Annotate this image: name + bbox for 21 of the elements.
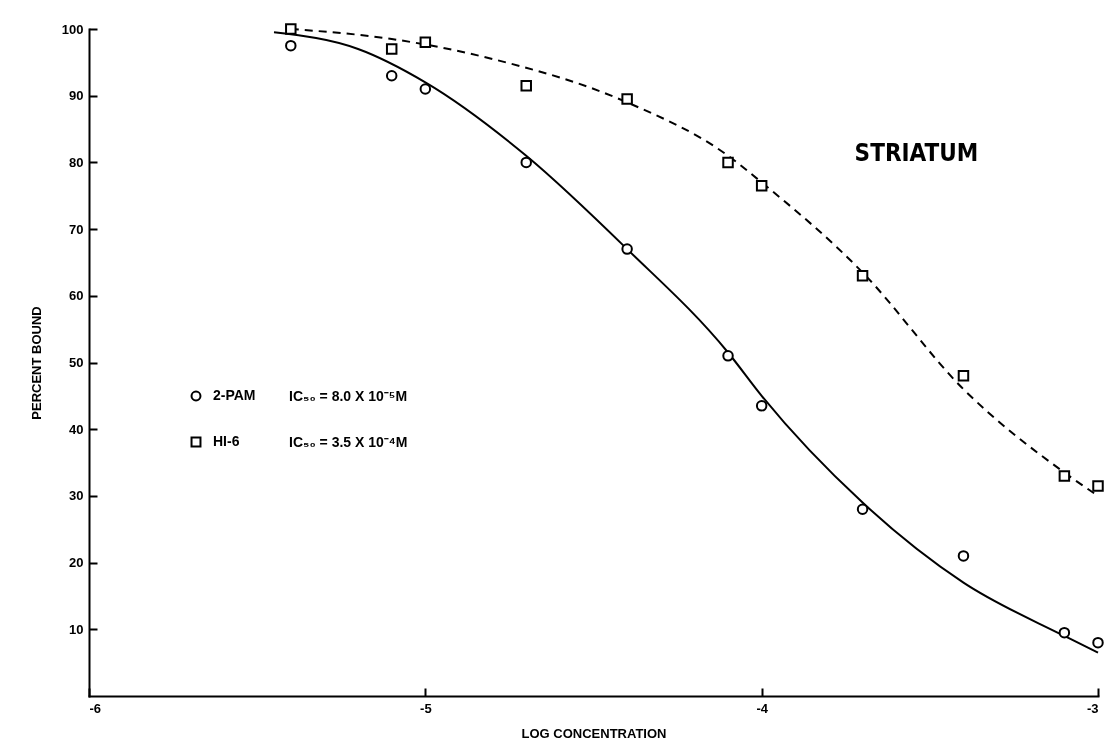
- y-tick-label: 10: [69, 621, 84, 637]
- x-tick-label: -3: [1086, 700, 1099, 716]
- x-tick-label: -5: [420, 700, 432, 716]
- annotation: IC₅₀ = 3.5 X 10⁻⁴M: [289, 434, 408, 450]
- annotation: STRIATUM: [854, 139, 979, 167]
- y-tick-label: 30: [69, 488, 84, 504]
- y-tick-label: 60: [69, 288, 84, 304]
- x-tick-label: -4: [756, 700, 769, 716]
- legend-label: HI-6: [213, 433, 240, 449]
- x-axis-title: LOG CONCENTRATION: [521, 725, 667, 741]
- annotation: IC₅₀ = 8.0 X 10⁻⁵M: [289, 388, 408, 404]
- y-tick-label: 80: [69, 154, 84, 170]
- y-tick-label: 70: [69, 221, 84, 237]
- y-tick-label: 20: [69, 555, 84, 571]
- y-tick-label: 100: [61, 21, 84, 37]
- legend-label: 2-PAM: [213, 387, 256, 403]
- y-tick-label: 50: [69, 355, 84, 370]
- x-tick-label: -6: [89, 700, 102, 716]
- y-tick-label: 90: [69, 88, 84, 104]
- y-tick-label: 40: [69, 421, 84, 437]
- y-axis-title: PERCENT BOUND: [28, 306, 44, 420]
